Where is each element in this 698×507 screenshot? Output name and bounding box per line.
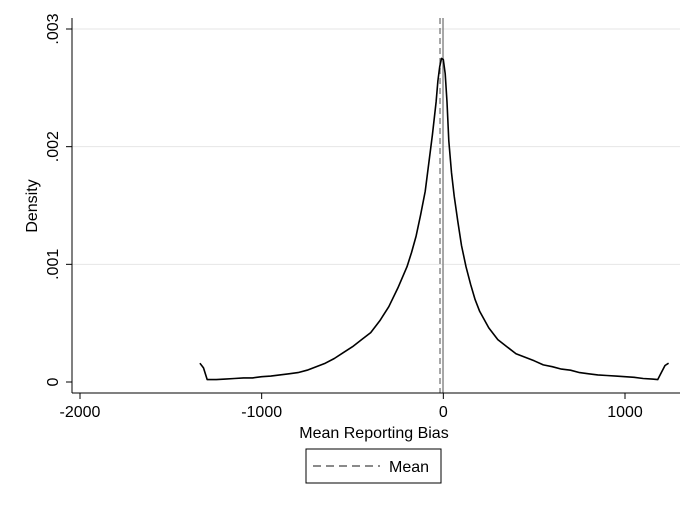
axes — [66, 18, 680, 399]
reference-lines — [439, 18, 444, 393]
y-tick-label-2: .002 — [45, 131, 62, 162]
y-tick-label-3: .003 — [45, 13, 62, 44]
x-tick-label-0: -2000 — [60, 404, 101, 421]
grid-lines — [72, 28, 680, 265]
x-axis-title: Mean Reporting Bias — [299, 425, 448, 442]
y-tick-label-0: 0 — [45, 377, 62, 386]
series-lines — [199, 57, 670, 381]
tick-labels: 0 .001 .002 .003 -2000 -1000 0 1000 — [45, 13, 643, 421]
x-tick-label-3: 1000 — [607, 404, 643, 421]
y-tick-label-1: .001 — [45, 249, 62, 280]
x-tick-label-1: -1000 — [241, 404, 282, 421]
y-axis-title: Density — [24, 179, 41, 232]
legend-label-mean: Mean — [389, 459, 429, 476]
x-tick-label-2: 0 — [439, 404, 448, 421]
legend: Mean — [305, 448, 442, 484]
density-curve-0 — [199, 57, 670, 381]
